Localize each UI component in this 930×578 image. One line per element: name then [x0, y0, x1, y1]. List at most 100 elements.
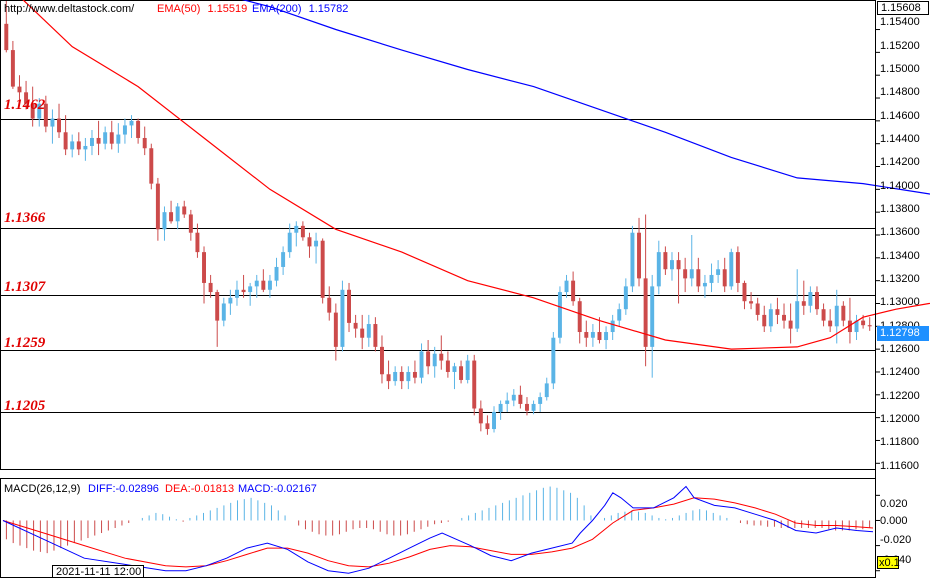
- zoom-factor-button[interactable]: x0.1: [877, 556, 900, 569]
- candle-body: [755, 303, 760, 315]
- price-tick-label: 1.11800: [880, 436, 919, 448]
- candle: [90, 129, 94, 156]
- candle: [544, 377, 549, 401]
- candle-body: [162, 212, 167, 230]
- top-price-readout: 1.15608: [877, 1, 929, 15]
- candle-body: [505, 400, 510, 404]
- candle-body: [538, 397, 543, 404]
- candle-body: [689, 269, 694, 279]
- candle-body: [399, 371, 404, 382]
- candle: [208, 274, 213, 298]
- candle-body: [511, 394, 516, 401]
- crosshair-date-label: 2021-11-11 12:00: [52, 565, 144, 578]
- candle: [610, 314, 615, 341]
- candle: [386, 360, 391, 390]
- candle: [340, 280, 345, 352]
- candle: [459, 360, 464, 384]
- candle-body: [656, 252, 661, 287]
- candle-body: [254, 280, 259, 287]
- candle: [768, 303, 773, 333]
- candle-body: [735, 252, 740, 283]
- candle: [426, 340, 431, 375]
- price-tick-label: 1.15400: [880, 16, 920, 28]
- candle: [432, 346, 437, 378]
- candle-body: [103, 132, 108, 144]
- candle: [630, 225, 635, 293]
- candle-body: [643, 278, 648, 347]
- dea-legend-label: DEA:: [165, 483, 191, 495]
- candle: [347, 282, 351, 333]
- candle-body: [485, 423, 490, 430]
- candle-body: [228, 297, 233, 304]
- candle-body: [795, 301, 800, 329]
- candle: [412, 360, 417, 384]
- candle-body: [571, 280, 576, 302]
- candle: [478, 400, 483, 432]
- candle-body: [373, 324, 378, 347]
- candle: [465, 354, 470, 384]
- candle-body: [623, 286, 628, 310]
- candle-body: [406, 371, 411, 382]
- candle-body: [116, 134, 121, 144]
- candle: [24, 80, 29, 110]
- candle: [742, 280, 747, 310]
- candle-body: [287, 232, 292, 253]
- candle: [393, 366, 398, 386]
- candle-body: [650, 286, 655, 347]
- macd-value-legend-label: MACD:: [238, 483, 274, 495]
- ema200-legend-label: EMA(200): [252, 3, 302, 15]
- candle-body: [122, 125, 127, 135]
- candle: [828, 309, 833, 333]
- macd-histogram: [5, 486, 871, 554]
- macd-panel: [0, 478, 880, 578]
- candle: [762, 305, 767, 333]
- candle-body: [670, 260, 674, 270]
- candle: [834, 289, 839, 344]
- ema200-legend: EMA(200) 1.15782: [252, 3, 348, 15]
- candle: [320, 238, 325, 304]
- candle-body: [136, 120, 141, 138]
- price-tick-label: 1.14200: [880, 156, 920, 168]
- candle-body: [426, 351, 431, 367]
- candle: [538, 392, 543, 412]
- price-tick-label: 1.12200: [880, 390, 920, 402]
- candle: [702, 274, 707, 298]
- support-resistance-lines: [0, 119, 875, 413]
- level-label: 1.1366: [4, 210, 46, 226]
- candle-body: [182, 206, 187, 215]
- candle-body: [360, 328, 365, 338]
- candle-body: [452, 366, 457, 372]
- candle: [808, 286, 813, 313]
- ema50-legend-label: EMA(50): [157, 3, 201, 15]
- candle: [182, 200, 187, 218]
- candle: [136, 118, 141, 144]
- candle: [683, 257, 688, 293]
- candle: [518, 385, 523, 409]
- price-tick-label: 1.12400: [880, 366, 920, 378]
- candle-body: [847, 320, 852, 333]
- candle: [235, 280, 239, 306]
- candle-body: [478, 408, 483, 424]
- candle: [485, 415, 490, 435]
- candle: [716, 260, 721, 283]
- candle-body: [320, 240, 325, 298]
- candle-body: [188, 214, 193, 233]
- candle: [670, 252, 674, 281]
- candle-body: [663, 252, 668, 270]
- candle: [76, 132, 81, 156]
- candle: [380, 335, 384, 384]
- candle: [590, 324, 595, 347]
- dea-line: [2, 497, 874, 568]
- macd-plot-frame: [0, 478, 876, 578]
- candle: [333, 303, 338, 361]
- candle: [492, 406, 496, 433]
- source-url[interactable]: http://www.deltastock.com/: [4, 3, 135, 15]
- candle-body: [267, 280, 272, 290]
- candle: [155, 177, 160, 241]
- candle-body: [63, 132, 68, 150]
- candle-body: [314, 240, 319, 247]
- candle-body: [604, 332, 609, 341]
- candle: [195, 223, 200, 258]
- candle-body: [419, 351, 424, 378]
